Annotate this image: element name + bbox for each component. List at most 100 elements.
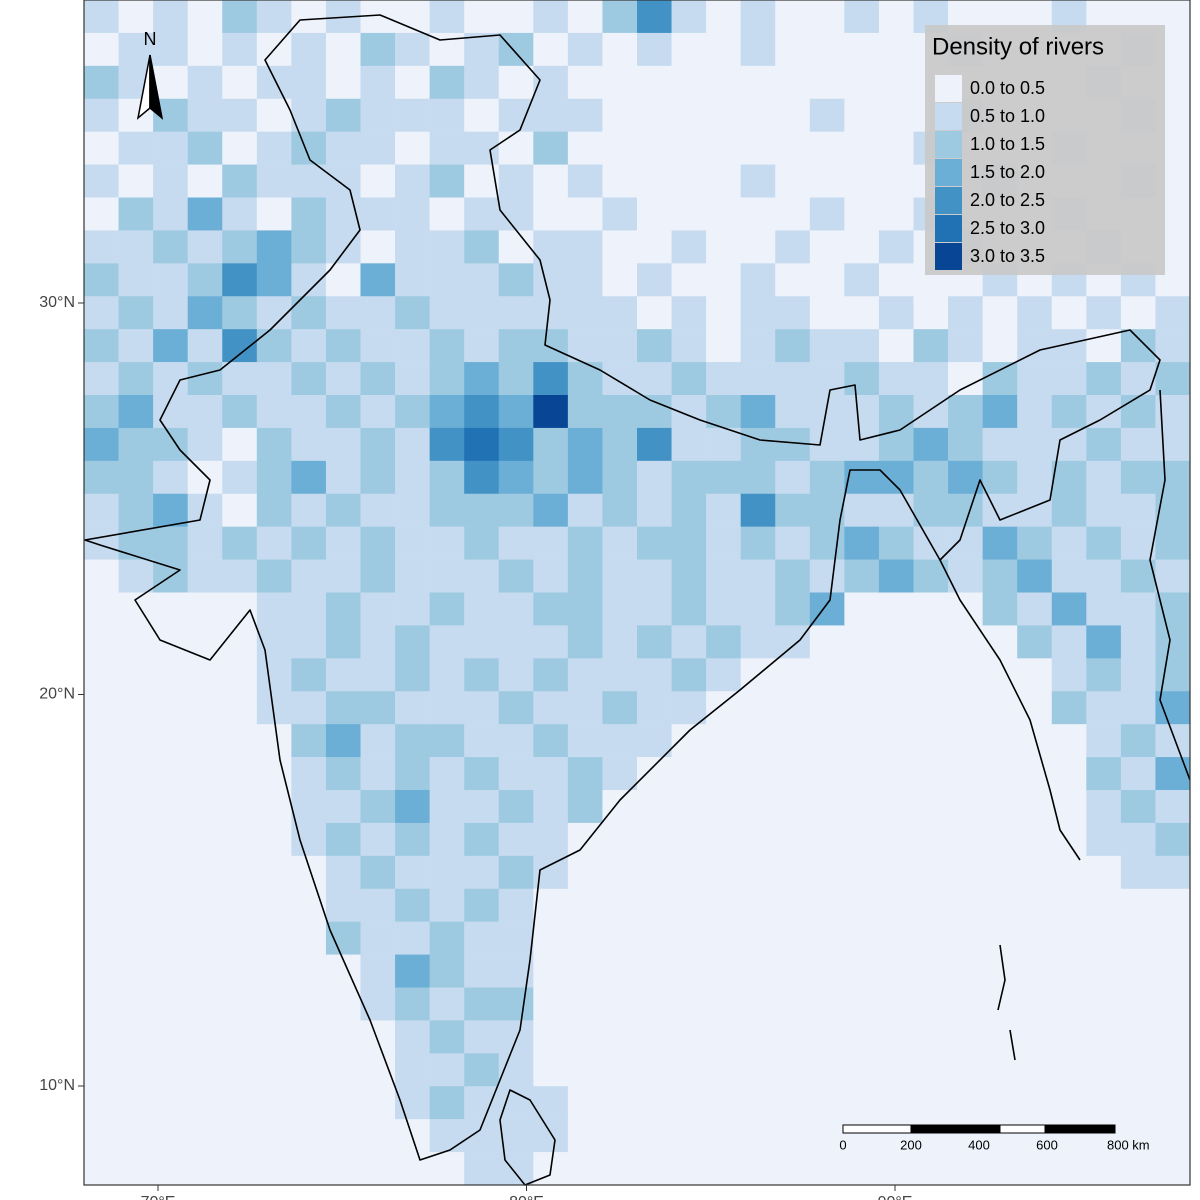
density-cell	[913, 822, 949, 857]
density-cell	[706, 1053, 741, 1087]
density-cell	[775, 526, 811, 560]
density-cell	[395, 362, 430, 396]
north-arrow: N	[136, 29, 164, 120]
density-cell	[775, 1086, 811, 1120]
density-cell	[844, 954, 880, 988]
density-cell	[84, 98, 119, 132]
density-cell	[360, 987, 396, 1021]
density-cell	[671, 362, 707, 396]
density-cell	[775, 855, 811, 890]
density-cell	[878, 296, 914, 330]
density-cell	[706, 724, 741, 758]
density-cell	[878, 427, 914, 462]
density-cell	[360, 625, 396, 659]
density-cell	[360, 65, 396, 100]
density-cell	[291, 592, 327, 626]
density-cell	[602, 0, 638, 34]
density-cell	[948, 921, 983, 955]
density-cell	[1120, 1053, 1156, 1087]
density-cell	[498, 855, 534, 890]
density-cell	[395, 164, 430, 198]
density-cell	[913, 1086, 949, 1120]
density-cell	[1017, 1152, 1053, 1186]
density-cell	[1155, 888, 1191, 922]
density-cell	[948, 724, 983, 758]
density-cell	[187, 954, 223, 988]
density-cell	[637, 329, 672, 363]
density-cell	[395, 724, 430, 758]
density-cell	[913, 1053, 949, 1087]
density-cell	[118, 296, 154, 330]
density-cell	[325, 460, 361, 495]
density-cell	[567, 888, 603, 922]
density-cell	[222, 0, 258, 34]
density-cell	[429, 1152, 465, 1186]
density-cell	[982, 1020, 1018, 1054]
density-cell	[1155, 625, 1191, 659]
density-cell	[187, 460, 223, 495]
density-cell	[982, 427, 1018, 462]
density-cell	[325, 921, 361, 955]
density-cell	[567, 164, 603, 198]
density-cell	[256, 1152, 292, 1186]
density-cell	[948, 1086, 983, 1120]
density-cell	[775, 493, 811, 527]
density-cell	[84, 164, 119, 198]
density-cell	[153, 427, 188, 462]
density-cell	[291, 1086, 327, 1120]
density-cell	[567, 427, 603, 462]
density-cell	[740, 921, 776, 955]
density-cell	[153, 658, 188, 692]
density-cell	[809, 460, 845, 495]
density-cell	[395, 263, 430, 297]
density-cell	[740, 0, 776, 34]
density-cell	[1051, 460, 1087, 495]
legend-title: Density of rivers	[932, 33, 1104, 60]
density-cell	[602, 460, 638, 495]
density-cell	[602, 757, 638, 791]
density-cell	[256, 1119, 292, 1153]
density-cell	[187, 329, 223, 363]
density-cell	[1120, 592, 1156, 626]
density-cell	[878, 954, 914, 988]
density-cell	[498, 1020, 534, 1054]
density-cell	[775, 32, 811, 67]
density-cell	[153, 921, 188, 955]
density-cell	[1155, 822, 1191, 857]
density-cell	[602, 230, 638, 264]
density-cell	[567, 1119, 603, 1153]
density-cell	[498, 757, 534, 791]
density-cell	[498, 32, 534, 67]
density-cell	[878, 98, 914, 132]
density-cell	[671, 98, 707, 132]
density-cell	[844, 1086, 880, 1120]
density-cell	[809, 493, 845, 527]
density-cell	[602, 987, 638, 1021]
density-cell	[878, 197, 914, 231]
density-cell	[706, 32, 741, 67]
density-cell	[637, 263, 672, 297]
density-cell	[706, 757, 741, 791]
density-cell	[809, 724, 845, 758]
density-cell	[256, 493, 292, 527]
density-cell	[533, 263, 569, 297]
density-cell	[637, 625, 672, 659]
density-cell	[1017, 954, 1053, 988]
density-cell	[913, 954, 949, 988]
density-cell	[153, 230, 188, 264]
density-cell	[429, 658, 465, 692]
density-cell	[844, 592, 880, 626]
density-cell	[602, 658, 638, 692]
density-cell	[567, 1086, 603, 1120]
density-cell	[1120, 822, 1156, 857]
density-cell	[671, 526, 707, 560]
density-cell	[637, 724, 672, 758]
density-cell	[567, 230, 603, 264]
density-cell	[913, 493, 949, 527]
density-cell	[809, 1020, 845, 1054]
density-cell	[498, 0, 534, 34]
density-cell	[878, 395, 914, 429]
density-cell	[1086, 493, 1122, 527]
density-cell	[637, 855, 672, 890]
density-cell	[1017, 395, 1053, 429]
